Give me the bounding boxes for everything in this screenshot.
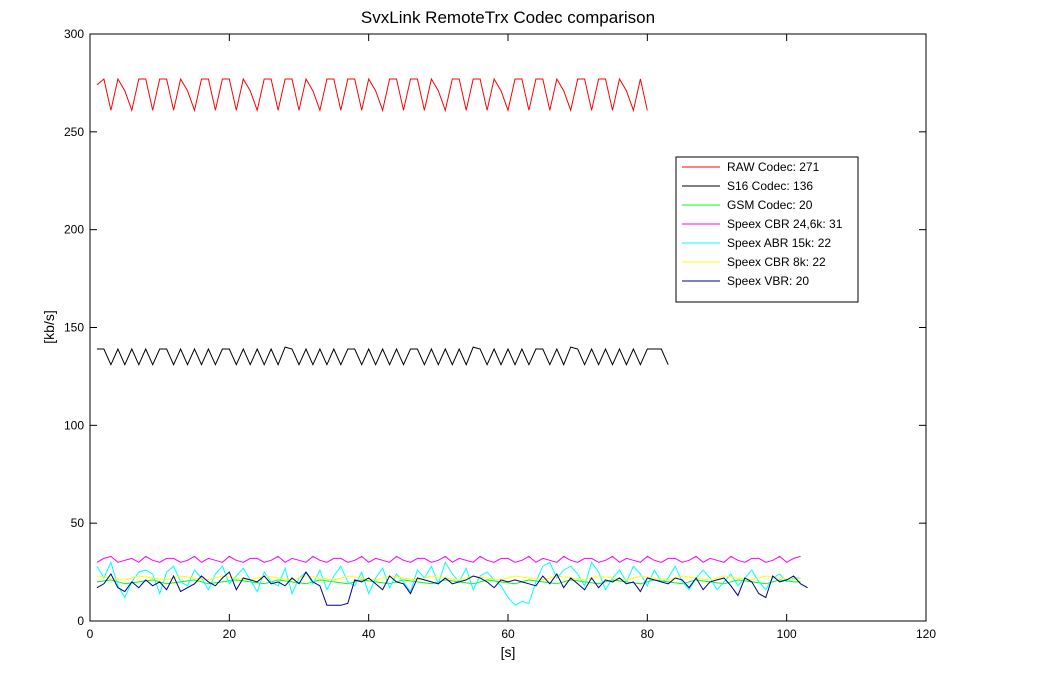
legend-entry: Speex ABR 15k: 22 <box>727 236 831 250</box>
x-tick-label: 40 <box>362 627 376 641</box>
x-axis-label: [s] <box>501 644 516 660</box>
x-tick-label: 60 <box>501 627 515 641</box>
y-tick-label: 150 <box>64 321 84 335</box>
series-line-2 <box>96 579 801 585</box>
series-lines <box>96 77 808 606</box>
x-tick-label: 120 <box>916 627 936 641</box>
legend-box <box>675 156 859 303</box>
chart-title: SvxLink RemoteTrx Codec comparison <box>361 8 655 27</box>
series-line-4 <box>96 560 801 606</box>
plot-area <box>89 33 927 622</box>
series-line-6 <box>96 571 808 606</box>
y-tick-label: 0 <box>77 614 84 628</box>
y-tick-label: 200 <box>64 223 84 237</box>
y-tick-label: 300 <box>64 27 84 41</box>
legend-entry: Speex CBR 8k: 22 <box>727 255 826 269</box>
y-tick-label: 100 <box>64 418 84 432</box>
legend-entry: GSM Codec: 20 <box>727 198 813 212</box>
legend-entry: S16 Codec: 136 <box>727 179 813 193</box>
axis-ticks: 0 20 40 60 80 100 120 0 50 100 150 200 250 300 <box>64 27 936 641</box>
x-tick-label: 100 <box>777 627 797 641</box>
series-line-1 <box>97 346 669 366</box>
y-tick-label: 50 <box>71 516 85 530</box>
chart-legend: RAW Codec: 271 S16 Codec: 136 GSM Codec: 2… <box>675 156 859 303</box>
series-line-5 <box>96 575 801 581</box>
legend-entry: RAW Codec: 271 <box>727 160 820 174</box>
series-line-0 <box>96 77 648 113</box>
x-tick-label: 80 <box>641 627 655 641</box>
x-tick-label: 20 <box>223 627 237 641</box>
legend-entry: Speex CBR 24,6k: 31 <box>727 217 843 231</box>
y-tick-label: 250 <box>64 125 84 139</box>
y-axis-label: [kb/s] <box>41 310 57 343</box>
series-line-3 <box>96 555 801 563</box>
legend-entry: Speex VBR: 20 <box>727 274 809 288</box>
x-tick-label: 0 <box>87 627 94 641</box>
